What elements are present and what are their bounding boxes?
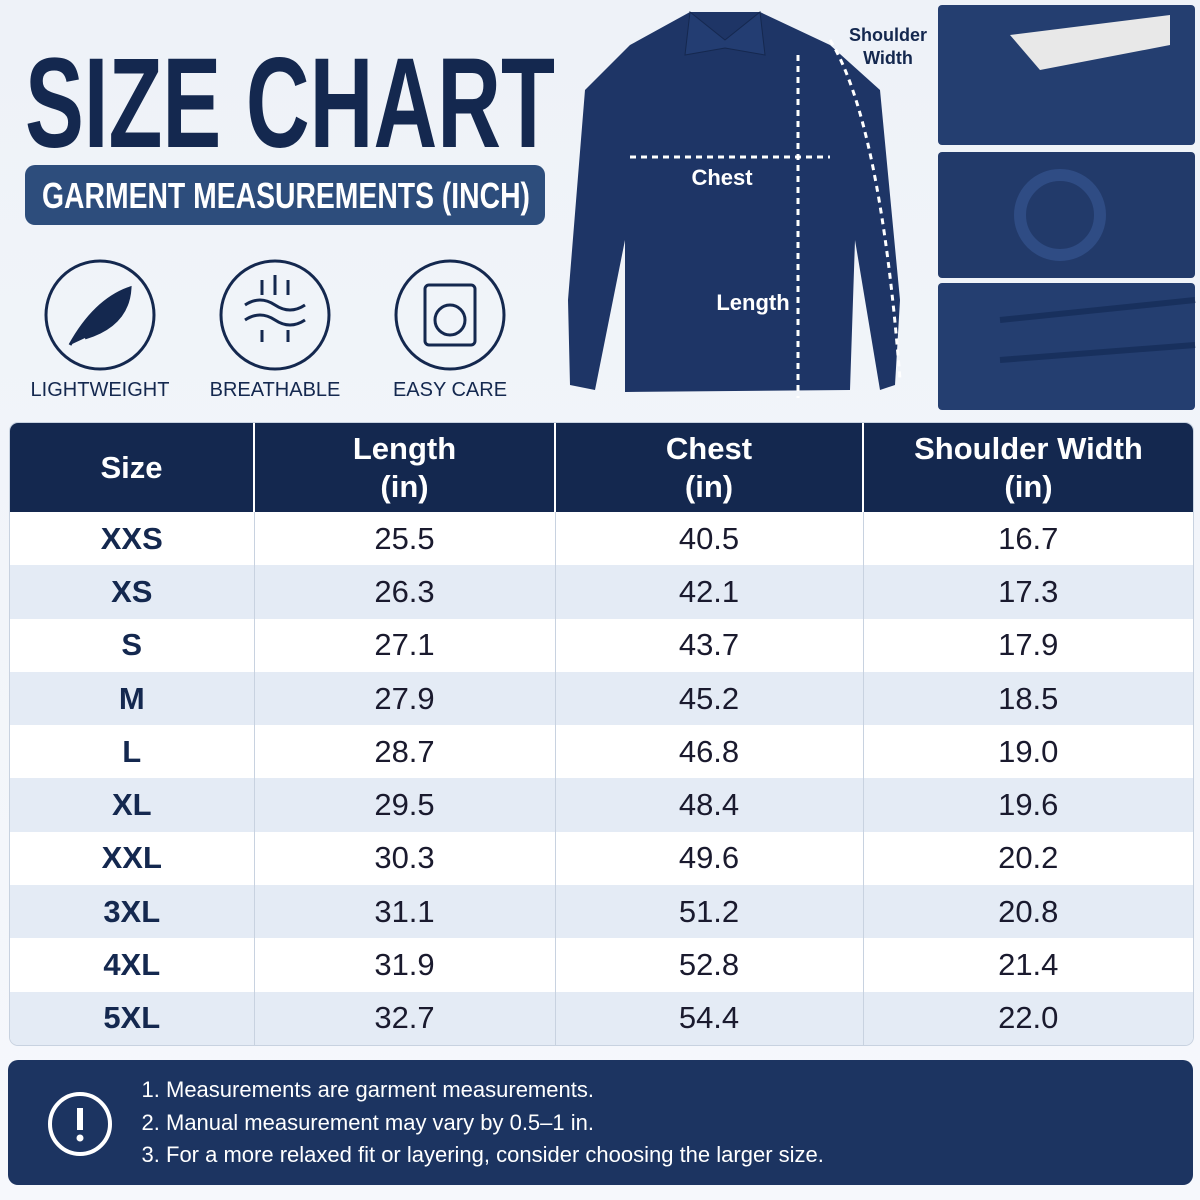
detail-photos	[938, 5, 1196, 410]
feature-label: BREATHABLE	[209, 379, 341, 401]
table-cell: 40.5	[555, 512, 864, 566]
table-cell: 45.2	[555, 671, 864, 726]
feature-label: LIGHTWEIGHT	[30, 379, 170, 401]
table-cell: 3XL	[10, 885, 255, 939]
table-row: M 27.9 45.2 18.5	[10, 671, 1193, 726]
header-unit: (in)	[684, 468, 734, 504]
length-label: Length	[716, 290, 789, 315]
table-cell: 17.9	[863, 618, 1193, 672]
table-cell: 17.3	[863, 565, 1193, 619]
table-cell: 43.7	[555, 618, 864, 672]
subtitle: GARMENT MEASUREMENTS (INCH)	[42, 175, 530, 216]
table-cell: L	[10, 725, 255, 779]
table-cell: 27.1	[254, 618, 556, 672]
table-cell: XS	[10, 565, 255, 619]
table-cell: 21.4	[863, 938, 1193, 992]
top-graphic: SIZE CHART GARMENT MEASUREMENTS (INCH) C…	[25, 5, 1196, 410]
table-cell: 26.3	[254, 565, 556, 619]
table-cell: 16.7	[863, 512, 1193, 566]
table-cell: 49.6	[555, 831, 864, 886]
table-cell: 25.5	[254, 512, 556, 566]
subtitle-pill	[25, 165, 545, 225]
size-table: Size Length (in) Chest (in) Shoulder Width (in…	[10, 423, 1193, 1045]
table-cell: M	[10, 671, 255, 726]
table-row: 4XL 31.9 52.8 21.4	[10, 938, 1193, 992]
table-cell: 19.6	[863, 778, 1193, 832]
collar	[684, 11, 766, 56]
table-cell: 29.5	[254, 778, 556, 832]
note: Measurements are garment measurements.	[166, 1074, 824, 1107]
feature-icons	[44, 259, 506, 371]
shoulder-label: Width	[863, 48, 913, 68]
title: SIZE CHART	[25, 32, 555, 175]
chest-label: Chest	[691, 165, 753, 190]
table-row: XS 26.3 42.1 17.3	[10, 565, 1193, 619]
table-cell: 31.1	[254, 885, 556, 939]
feature-label: EASY CARE	[392, 379, 508, 401]
table-cell: 46.8	[555, 725, 864, 779]
table-cell: 5XL	[10, 991, 255, 1045]
table-cell: 31.9	[254, 938, 556, 992]
info-icon	[48, 1092, 112, 1156]
table-row: XXL 30.3 49.6 20.2	[10, 831, 1193, 886]
table-cell: 48.4	[555, 778, 864, 832]
table-row: 5XL 32.7 54.4 22.0	[10, 991, 1193, 1045]
header-row: Size Length (in) Chest (in) Shoulder Width (in…	[10, 423, 1193, 512]
column-header: Chest (in)	[555, 423, 864, 512]
shirt	[568, 12, 900, 392]
table-cell: 32.7	[254, 991, 556, 1045]
table-cell: 20.8	[863, 885, 1193, 939]
header-unit: (in)	[1004, 468, 1053, 504]
table-cell: XXS	[10, 512, 255, 566]
table-row: L 28.7 46.8 19.0	[10, 725, 1193, 779]
table-cell: 18.5	[863, 671, 1193, 726]
shoulder-label: Shoulder	[849, 25, 927, 45]
table-cell: 28.7	[254, 725, 556, 779]
header-unit: (in)	[380, 468, 429, 504]
table-cell: 54.4	[555, 991, 864, 1045]
table-row: 3XL 31.1 51.2 20.8	[10, 885, 1193, 939]
table-cell: S	[10, 618, 255, 672]
column-header: Length (in)	[254, 423, 556, 512]
notes-list: Measurements are garment measurements.Ma…	[138, 1074, 824, 1172]
table-cell: 4XL	[10, 938, 255, 992]
column-header: Size	[10, 423, 255, 512]
note: For a more relaxed fit or layering, cons…	[166, 1139, 824, 1172]
table-cell: XL	[10, 778, 255, 832]
measure-lines	[630, 39, 902, 398]
header-label: Length	[352, 430, 457, 466]
table-cell: 30.3	[254, 831, 556, 886]
header-label: Shoulder Width	[914, 430, 1143, 466]
notes-box: Measurements are garment measurements.Ma…	[8, 1060, 1193, 1185]
table-cell: 51.2	[555, 885, 864, 939]
table-cell: 42.1	[555, 565, 864, 619]
table-cell: 20.2	[863, 831, 1193, 886]
table-cell: 52.8	[555, 938, 864, 992]
table-cell: 19.0	[863, 725, 1193, 779]
table-row: S 27.1 43.7 17.9	[10, 618, 1193, 672]
table-cell: XXL	[10, 831, 255, 886]
header-label: Chest	[665, 430, 753, 466]
table-row: XXS 25.5 40.5 16.7	[10, 512, 1193, 566]
table-cell: 27.9	[254, 671, 556, 726]
header-label: Size	[100, 449, 163, 485]
note: Manual measurement may vary by 0.5–1 in.	[166, 1107, 824, 1140]
table-cell: 22.0	[863, 991, 1193, 1045]
column-header: Shoulder Width (in)	[863, 423, 1193, 512]
table-row: XL 29.5 48.4 19.6	[10, 778, 1193, 832]
